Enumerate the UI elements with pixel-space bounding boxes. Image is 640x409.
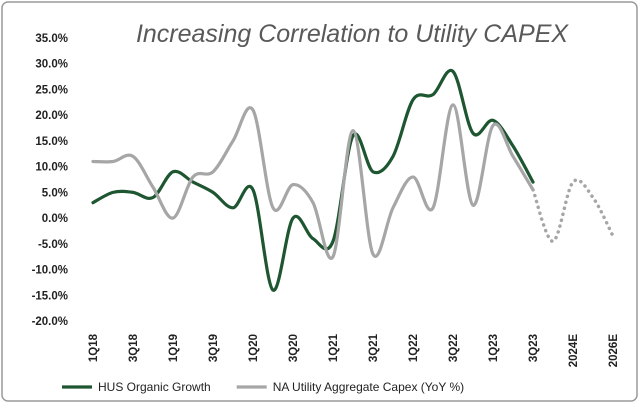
y-tick-label: 25.0% [35, 84, 68, 96]
x-tick-label: 3Q18 [128, 333, 140, 362]
x-tick-label: 1Q20 [248, 334, 260, 362]
y-tick-label: 10.0% [35, 162, 68, 174]
y-tick-label: -20.0% [32, 316, 68, 328]
x-tick-label: 1Q23 [488, 334, 500, 362]
x-tick-label: 1Q19 [168, 334, 180, 362]
x-tick-label: 3Q21 [368, 333, 380, 362]
y-tick-label: 5.0% [42, 187, 68, 199]
series-line [91, 68, 535, 292]
y-tick-label: 15.0% [35, 136, 68, 148]
x-tick-label: 1Q22 [408, 334, 420, 362]
legend-label: HUS Organic Growth [98, 380, 211, 394]
legend-label: NA Utility Aggregate Capex (YoY %) [273, 380, 464, 394]
x-tick-label: 2024E [568, 334, 580, 368]
x-tick-label: 1Q21 [328, 333, 340, 362]
x-tick-label: 3Q23 [528, 334, 540, 362]
x-tick-label: 3Q22 [448, 334, 460, 362]
y-tick-label: -10.0% [32, 265, 68, 277]
x-tick-label: 2026E [608, 334, 620, 368]
y-tick-label: 0.0% [42, 213, 68, 225]
y-tick-label: -5.0% [38, 239, 68, 251]
series-line-projected [531, 178, 615, 243]
series-line [91, 103, 535, 261]
chart-frame [1, 1, 638, 402]
y-tick-label: -15.0% [32, 290, 68, 302]
y-tick-label: 30.0% [35, 59, 68, 71]
y-tick-label: 20.0% [35, 110, 68, 122]
y-tick-label: 35.0% [35, 33, 68, 45]
chart-title: Increasing Correlation to Utility CAPEX [136, 20, 569, 48]
x-tick-label: 3Q19 [208, 334, 220, 362]
x-tick-label: 3Q20 [288, 334, 300, 362]
x-tick-label: 1Q18 [88, 333, 100, 362]
